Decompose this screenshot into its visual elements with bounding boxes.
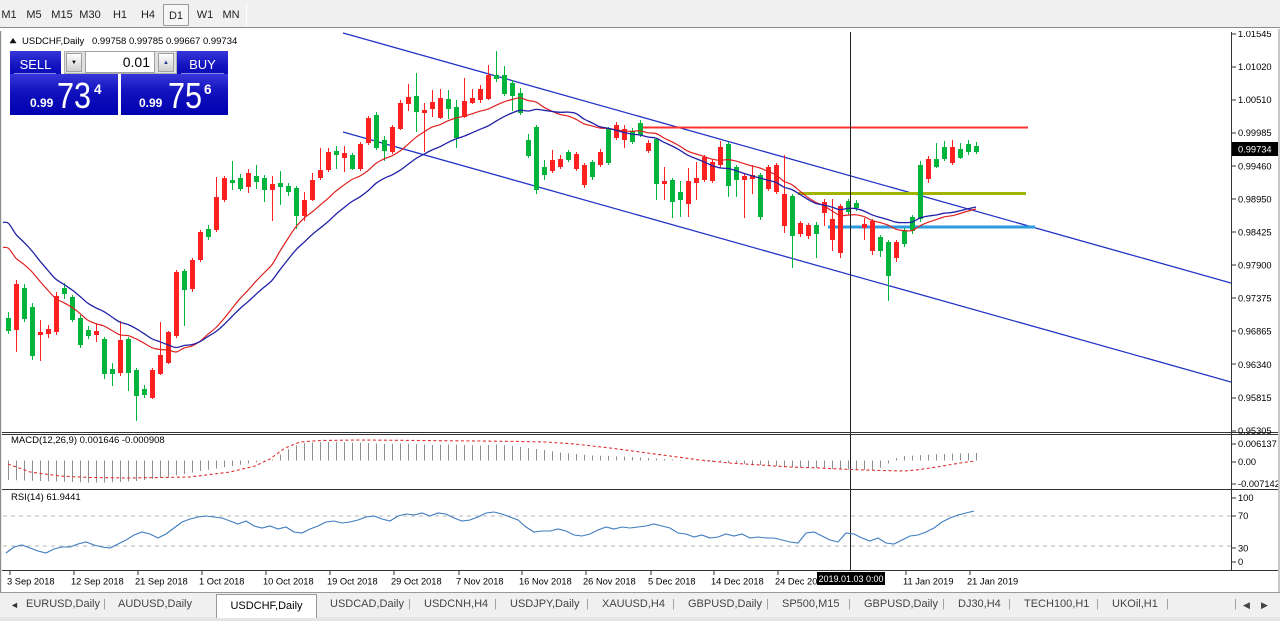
svg-text:1.01020: 1.01020 bbox=[1238, 62, 1272, 72]
svg-text:5 Dec 2018: 5 Dec 2018 bbox=[648, 577, 696, 587]
svg-text:RSI(14) 61.9441: RSI(14) 61.9441 bbox=[11, 492, 81, 503]
svg-text:2019.01.03 0:00: 2019.01.03 0:00 bbox=[818, 574, 883, 584]
svg-text:16 Nov 2018: 16 Nov 2018 bbox=[519, 577, 572, 587]
svg-text:24 Dec 2018: 24 Dec 2018 bbox=[775, 577, 828, 587]
svg-text:10 Oct 2018: 10 Oct 2018 bbox=[263, 577, 314, 587]
svg-text:100: 100 bbox=[1238, 493, 1254, 503]
svg-text:1.01545: 1.01545 bbox=[1238, 31, 1272, 39]
svg-text:0.99758 0.99785 0.99667 0.9973: 0.99758 0.99785 0.99667 0.99734 bbox=[92, 36, 237, 47]
svg-text:0.006137: 0.006137 bbox=[1238, 439, 1277, 449]
svg-text:0.98425: 0.98425 bbox=[1238, 228, 1272, 238]
svg-text:0: 0 bbox=[1238, 557, 1243, 567]
svg-text:USDCHF,Daily: USDCHF,Daily bbox=[22, 36, 85, 47]
svg-text:21 Sep 2018: 21 Sep 2018 bbox=[135, 577, 188, 587]
svg-text:0.00: 0.00 bbox=[1238, 457, 1256, 467]
svg-text:29 Oct 2018: 29 Oct 2018 bbox=[391, 577, 442, 587]
svg-text:0.99734: 0.99734 bbox=[1238, 145, 1272, 155]
svg-text:26 Nov 2018: 26 Nov 2018 bbox=[583, 577, 636, 587]
svg-text:0.96340: 0.96340 bbox=[1238, 360, 1272, 370]
svg-text:70: 70 bbox=[1238, 511, 1248, 521]
svg-text:11 Jan 2019: 11 Jan 2019 bbox=[903, 577, 954, 587]
svg-text:0.95815: 0.95815 bbox=[1238, 393, 1272, 403]
svg-text:3 Sep 2018: 3 Sep 2018 bbox=[7, 577, 55, 587]
svg-text:0.95305: 0.95305 bbox=[1238, 426, 1272, 436]
svg-text:0.98950: 0.98950 bbox=[1238, 194, 1272, 204]
svg-text:0.97375: 0.97375 bbox=[1238, 294, 1272, 304]
svg-text:14 Dec 2018: 14 Dec 2018 bbox=[711, 577, 764, 587]
svg-text:19 Oct 2018: 19 Oct 2018 bbox=[327, 577, 378, 587]
svg-text:1 Oct 2018: 1 Oct 2018 bbox=[199, 577, 244, 587]
svg-text:21 Jan 2019: 21 Jan 2019 bbox=[967, 577, 1018, 587]
svg-text:7 Nov 2018: 7 Nov 2018 bbox=[456, 577, 504, 587]
svg-text:0.99985: 0.99985 bbox=[1238, 128, 1272, 138]
svg-text:0.99460: 0.99460 bbox=[1238, 161, 1272, 171]
svg-text:30: 30 bbox=[1238, 543, 1248, 553]
svg-text:-0.007142: -0.007142 bbox=[1238, 479, 1280, 489]
svg-text:0.96865: 0.96865 bbox=[1238, 327, 1272, 337]
svg-text:12 Sep 2018: 12 Sep 2018 bbox=[71, 577, 124, 587]
svg-text:1.00510: 1.00510 bbox=[1238, 95, 1272, 105]
svg-text:MACD(12,26,9) 0.001646 -0.0009: MACD(12,26,9) 0.001646 -0.000908 bbox=[11, 435, 165, 446]
svg-text:0.97900: 0.97900 bbox=[1238, 261, 1272, 271]
